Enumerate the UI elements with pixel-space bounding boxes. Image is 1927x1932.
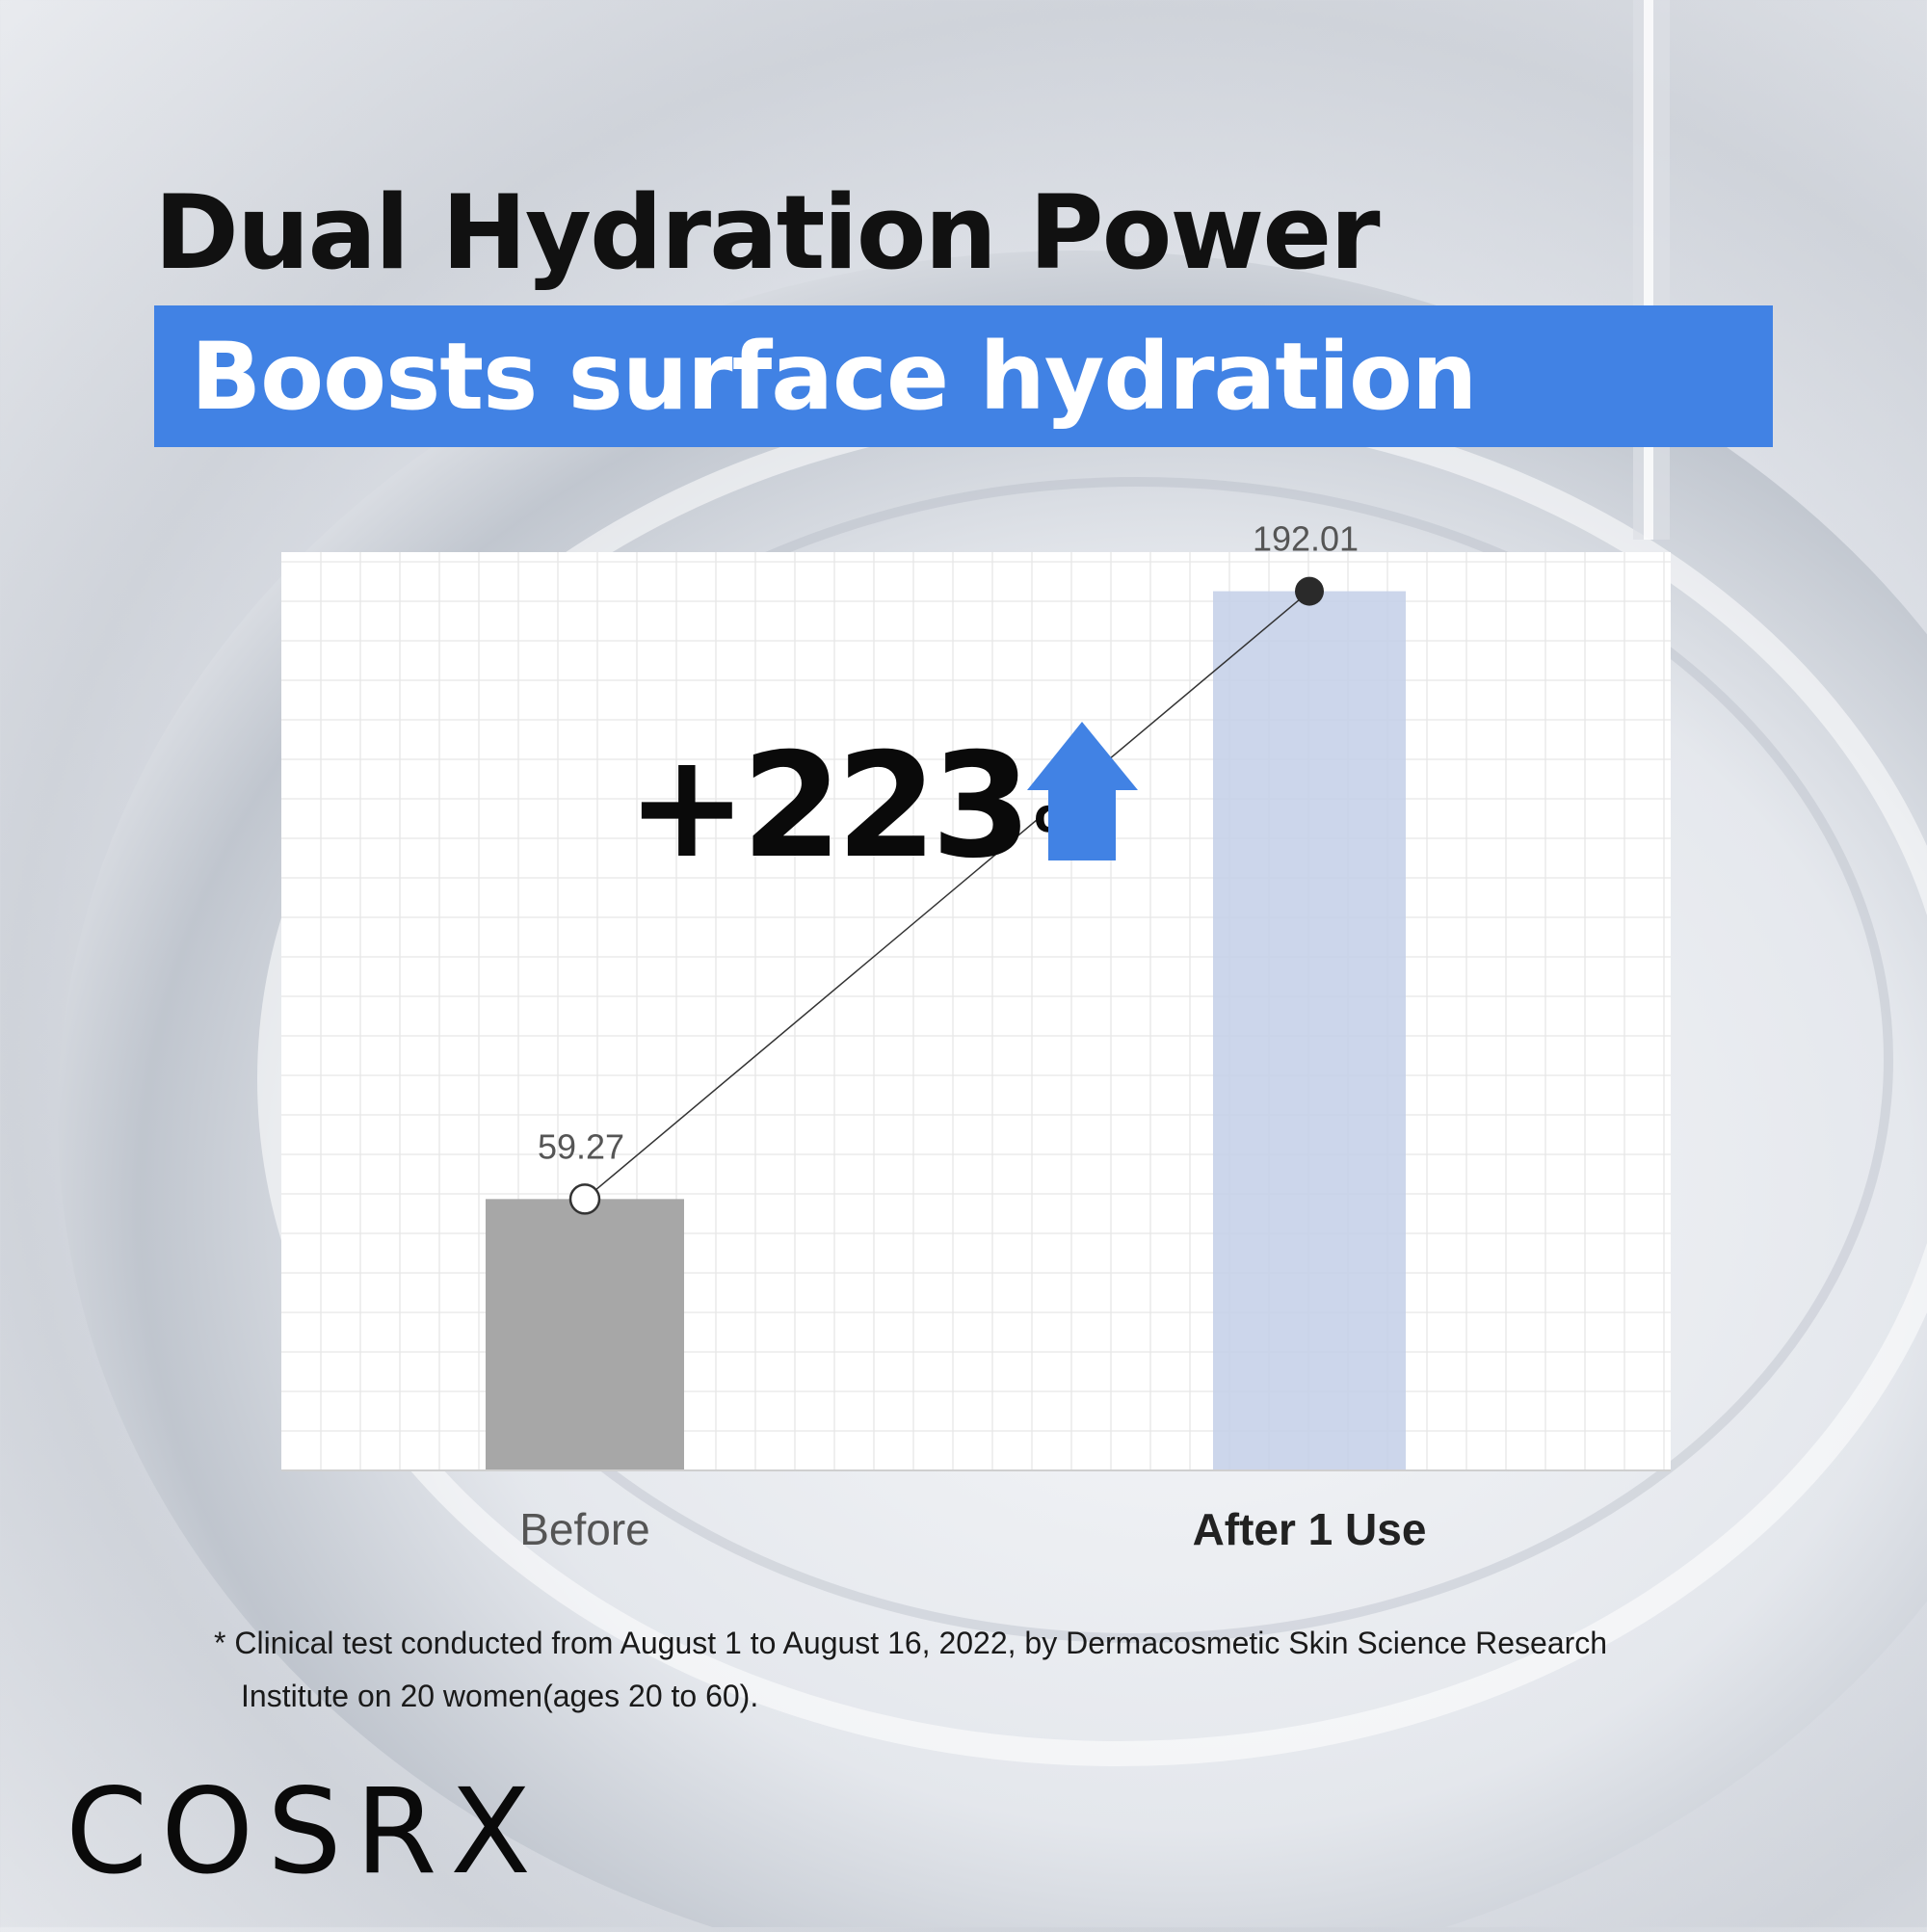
data-label-before: 59.27 (538, 1126, 624, 1166)
category-label-before: Before (519, 1504, 650, 1554)
bar-before (486, 1199, 684, 1470)
brand-logo: COSRX (66, 1763, 544, 1900)
connector-line (584, 590, 1310, 1200)
chart-labels: 59.27 192.01 Before After 1 Use +223% (519, 519, 1426, 1554)
up-arrow-icon (1027, 722, 1138, 860)
chart-overlay (568, 576, 1324, 1215)
subtitle-text: Boosts surface hydration (191, 322, 1477, 431)
data-label-after: 192.01 (1253, 519, 1359, 559)
chart-bars (281, 591, 1671, 1471)
page-title: Dual Hydration Power (154, 173, 1381, 292)
point-after (1295, 576, 1324, 606)
footnote-line-1: * Clinical test conducted from August 1 … (214, 1626, 1608, 1660)
footnote-line-2: Institute on 20 women(ages 20 to 60). (241, 1679, 759, 1713)
subtitle-banner: Boosts surface hydration (154, 305, 1773, 447)
bar-after (1213, 591, 1406, 1470)
increase-annotation: +223% (626, 723, 1099, 890)
increase-value: +223 (626, 723, 1026, 890)
point-before (568, 1183, 601, 1215)
footnote: * Clinical test conducted from August 1 … (214, 1617, 1775, 1723)
category-label-after: After 1 Use (1193, 1504, 1427, 1554)
